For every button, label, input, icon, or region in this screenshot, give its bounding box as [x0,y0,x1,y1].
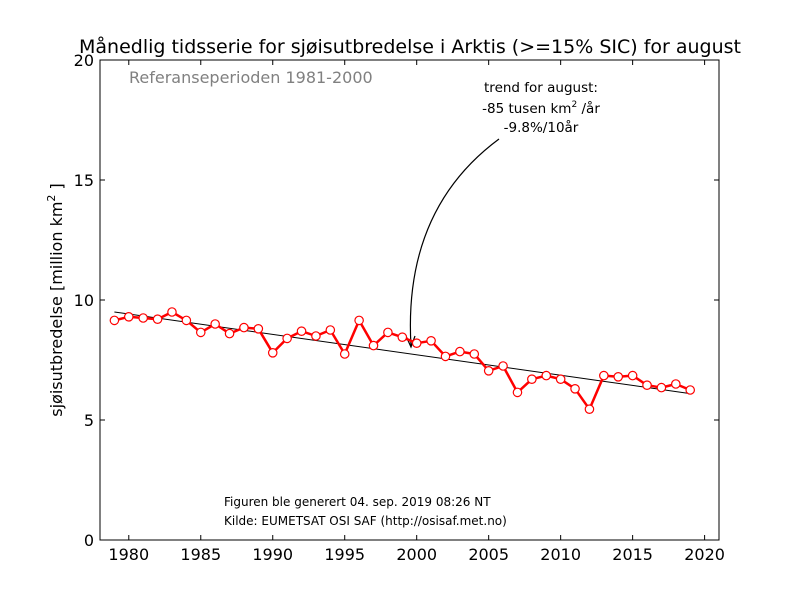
data-point-1982 [152,314,163,324]
x-tick-label-1995: 1995 [324,545,365,564]
generated-note: Figuren ble generert 04. sep. 2019 08:26… [224,495,491,509]
data-point-1986 [210,319,220,329]
y-axis-label: sjøisutbredelse [million km2 ] [45,183,66,417]
data-point-2019 [685,385,696,395]
trend-annotation-line3: -9.8%/10år [504,119,579,136]
data-point-2007 [512,387,523,398]
axis-ticks [100,59,719,541]
data-point-1993 [311,331,321,341]
data-point-1997 [368,340,379,351]
y-tick-label-20: 20 [74,51,94,70]
data-point-1992 [296,326,307,336]
x-tick-labels: 1980 1985 1990 1995 2000 2005 2010 2015 2020 [108,545,725,564]
data-point-2008 [527,374,537,384]
annotation-arrow [409,138,500,347]
data-point-2011 [570,383,580,394]
data-point-1995 [339,349,350,359]
data-point-1988 [239,322,249,333]
x-tick-label-2005: 2005 [468,545,509,564]
data-point-1984 [181,315,192,326]
data-point-2004 [469,349,480,359]
data-point-1979 [109,315,120,326]
x-tick-label-1985: 1985 [180,545,221,564]
data-point-1994 [325,325,336,335]
data-point-2009 [541,370,552,381]
y-tick-label-15: 15 [74,171,94,190]
data-point-2005 [483,365,494,376]
chart-title: Månedlig tidsserie for sjøisutbredelse i… [79,35,741,58]
y-tick-labels: 0 5 10 15 20 [74,51,94,550]
trend-annotation-superscript: 2 [571,100,577,110]
data-point-1999 [397,332,408,342]
data-point-2012 [584,404,595,414]
data-point-1987 [224,328,235,339]
data-point-2013 [599,370,609,381]
x-tick-label-1990: 1990 [252,545,293,564]
data-point-1991 [282,333,292,344]
data-point-1990 [267,347,278,358]
data-point-2006 [498,361,508,371]
data-point-2002 [440,351,451,362]
y-axis-label-superscript: 2 [45,195,58,202]
x-tick-label-1980: 1980 [108,545,149,564]
data-point-1981 [138,313,148,323]
x-tick-label-2015: 2015 [612,545,653,564]
trend-annotation: trend for august: -85 tusen km2 /år -9.8… [405,80,600,349]
reference-period-label: Referanseperioden 1981-2000 [129,68,373,87]
data-point-2003 [455,346,465,357]
data-point-2001 [426,335,436,346]
x-tick-label-2020: 2020 [684,545,725,564]
data-point-2010 [555,374,566,384]
y-tick-label-10: 10 [74,291,94,310]
x-tick-label-2010: 2010 [540,545,581,564]
data-point-1989 [253,323,264,334]
source-note: Kilde: EUMETSAT OSI SAF (http://osisaf.m… [224,514,507,528]
data-point-1996 [354,315,364,326]
data-point-1998 [383,327,393,338]
data-point-1985 [195,327,206,338]
data-point-2015 [627,370,638,381]
data-point-2017 [656,382,667,393]
y-tick-label-5: 5 [84,411,94,430]
data-point-2018 [671,379,681,389]
data-point-1983 [167,307,177,317]
data-point-2014 [613,371,624,382]
x-tick-label-2000: 2000 [396,545,437,564]
data-point-1980 [123,311,134,322]
trend-annotation-line2: -85 tusen km2 /år [482,100,600,117]
data-point-2016 [642,380,652,390]
series-group [109,307,696,414]
y-tick-label-0: 0 [84,531,94,550]
trend-annotation-line1: trend for august: [484,80,598,96]
data-point-2000 [411,338,422,348]
plot-area [99,59,720,541]
